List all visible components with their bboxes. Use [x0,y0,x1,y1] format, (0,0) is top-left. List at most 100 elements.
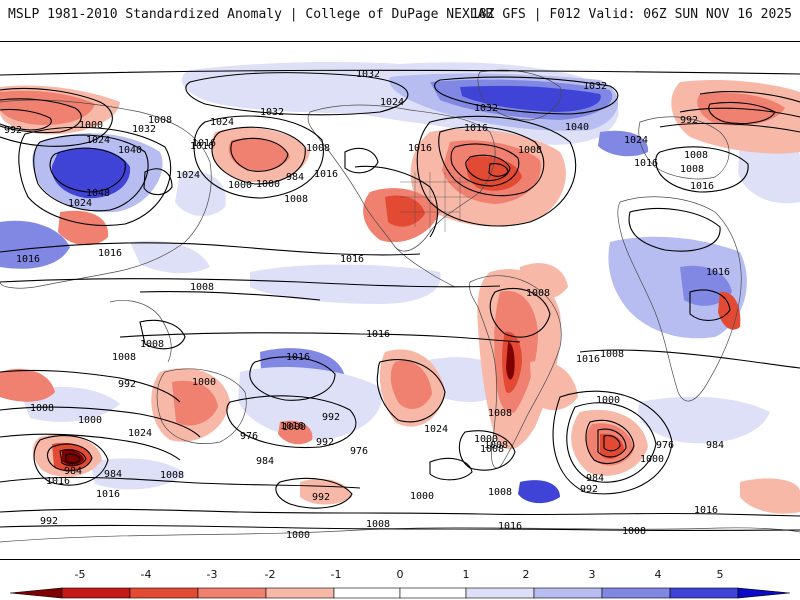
anomaly-region [608,236,747,339]
isobar-label: 1016 [286,352,310,363]
anomaly-region [175,171,226,217]
isobar [0,278,501,288]
isobar-label: 1016 [340,254,364,265]
isobar-label: 1000 [228,180,252,191]
color-bin [465,587,535,599]
isobar [33,134,149,212]
isobar-label: 1024 [176,170,200,181]
isobar-label: 1008 [526,288,550,299]
legend-tick: 3 [588,568,596,581]
anomaly-region [0,368,55,402]
isobar [0,433,181,461]
isobar [211,126,306,185]
isobar [458,430,516,471]
isobar-label: 992 [580,484,598,495]
isobar [603,435,621,452]
isobar [59,449,87,467]
isobar [18,126,172,227]
isobar [465,154,511,182]
isobar-label: 1032 [260,107,284,118]
anomaly-region [638,396,770,444]
isobar [579,349,800,369]
isobar [597,428,627,458]
legend-tick: -4 [140,568,152,581]
isobar-label: 1000 [474,434,498,445]
isobar [450,143,520,187]
isobar [143,168,173,196]
isobar-label: 992 [316,437,334,448]
isobar-label: 1008 [684,150,708,161]
isobar-label: 1024 [128,428,152,439]
color-bin [399,587,467,599]
isobar [434,76,619,115]
isobar-label: 1016 [46,476,70,487]
anomaly-region [51,147,131,199]
isobar [0,406,201,438]
isobar-label: 1016 [98,248,122,259]
isobar-label: 1032 [356,69,380,80]
isobar-label: 1008 [112,352,136,363]
isobar-label: 1000 [192,377,216,388]
color-bar [9,587,791,599]
isobar-label: 1016 [694,505,718,516]
anomaly-shading [0,62,800,514]
isobar [139,290,321,301]
anomaly-region [598,130,649,157]
anomaly-region [130,240,210,274]
anomaly-region [506,342,515,380]
isobar-label: 1016 [464,123,488,134]
isobar [0,508,800,517]
isobar [699,91,800,103]
isobar-label: 1000 [79,120,103,131]
color-scale-legend: -5 -4 -3 -2 -1 0 1 2 3 4 5 [0,568,800,600]
isobar-label: 1008 [306,143,330,154]
isobar [0,524,800,531]
isobar [275,477,353,509]
isobar [226,395,357,449]
anomaly-region [0,220,70,269]
isobar [429,457,473,481]
isobar [139,319,186,350]
anomaly-region [228,138,290,171]
isobar-label: 1016 [634,158,658,169]
anomaly-region [530,361,578,411]
isobar-label: 984 [64,466,82,477]
isobar [119,332,521,343]
isobar-label: 984 [706,440,724,451]
isobar-label: 1016 [96,489,120,500]
isobar [0,242,421,256]
isobar-label: 1032 [132,124,156,135]
color-bar-arrow-right [737,587,791,599]
isobar-label: 1008 [488,487,512,498]
isobar [655,146,749,193]
isobar-label: 992 [40,516,58,527]
legend-tick: 4 [654,568,662,581]
isobar-label: 992 [4,125,22,136]
isobar-label: 1016 [690,181,714,192]
isobar-label: 1008 [480,444,504,455]
legend-tick: -1 [330,568,342,581]
coastline-australia [156,368,247,444]
legend-tick: 0 [396,568,404,581]
isobar-label: 1008 [160,470,184,481]
color-bin [333,587,401,599]
legend-tick: 2 [522,568,530,581]
coastline-antarctica [0,527,800,543]
coastline-asia [0,99,212,289]
isobar [628,207,721,252]
isobar [0,108,52,131]
isobar-label: 1000 [78,415,102,426]
isobar-label: 992 [312,492,330,503]
isobar-label: 1016 [498,521,522,532]
isobar-label: 1016 [16,254,40,265]
isobar-labels: 1032 1032 1032 1032 1024 1000 992 1024 1… [4,69,730,541]
isobar-label: 1024 [86,135,110,146]
isobar-label: 1024 [624,135,648,146]
isobar [659,122,800,133]
isobar [249,356,336,401]
anomaly-region [278,420,313,445]
isobar-label: 1016 [576,354,600,365]
isobar [0,369,181,403]
isobar-contours [0,69,800,531]
isobar [47,443,93,472]
